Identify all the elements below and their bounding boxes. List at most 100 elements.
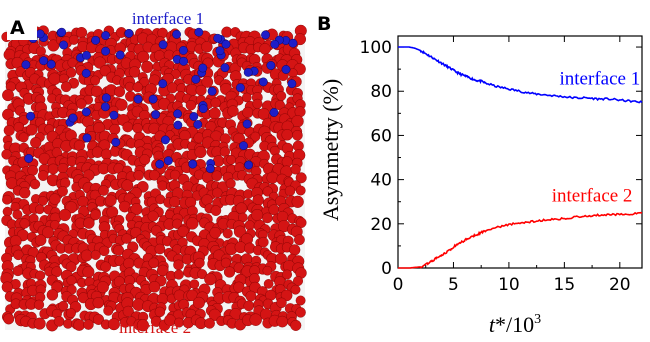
bead-minor	[24, 154, 34, 163]
bead	[257, 236, 269, 248]
plot-frame	[397, 35, 643, 269]
bead	[35, 204, 45, 215]
bead	[295, 295, 306, 306]
y-tick-label: 80	[370, 82, 392, 102]
bead	[98, 245, 110, 257]
bead	[121, 233, 132, 244]
y-tick-label: 100	[360, 38, 392, 58]
bead	[98, 185, 109, 196]
bead	[29, 179, 41, 190]
bead	[18, 132, 29, 143]
bead	[2, 89, 14, 102]
x-tick-label: 15	[554, 275, 576, 295]
bead	[223, 266, 236, 278]
bead	[123, 257, 135, 270]
x-tick-label: 10	[498, 275, 520, 295]
bead	[252, 98, 263, 109]
bead	[109, 123, 121, 135]
bead	[60, 81, 72, 93]
bead-minor	[151, 110, 161, 120]
label-a-box	[7, 10, 37, 40]
bead	[128, 66, 141, 78]
bead	[148, 280, 161, 293]
y-tick-label: 40	[370, 171, 392, 191]
bead-minor	[270, 39, 280, 49]
bead	[276, 91, 287, 101]
bead	[201, 76, 214, 88]
bead	[173, 269, 184, 280]
bead-minor	[288, 38, 298, 48]
bead-minor	[115, 50, 125, 60]
bead	[251, 208, 264, 221]
bead	[93, 56, 106, 69]
bead	[290, 284, 301, 295]
bead	[292, 129, 303, 141]
bead	[132, 122, 143, 134]
bead	[33, 299, 45, 310]
bead	[114, 86, 126, 98]
bead	[53, 316, 65, 327]
bead	[281, 156, 293, 168]
bead-minor	[221, 39, 231, 49]
bead	[77, 195, 89, 208]
bead-minor	[111, 137, 121, 147]
bead	[157, 180, 168, 191]
bead-minor	[101, 31, 111, 40]
bead	[242, 106, 254, 119]
bead	[33, 317, 46, 330]
x-axis-label-var: t	[489, 312, 496, 337]
bead	[47, 163, 59, 175]
bead	[115, 98, 128, 111]
bead	[154, 306, 166, 318]
bead	[136, 319, 150, 332]
bead	[90, 75, 101, 86]
bead-minor	[101, 46, 111, 56]
bead	[25, 123, 38, 136]
bead	[48, 72, 61, 86]
bead	[122, 305, 134, 318]
bead	[244, 220, 255, 231]
bead-minor	[235, 83, 245, 93]
bead-minor	[281, 65, 291, 74]
bead-minor	[124, 29, 134, 38]
bead	[19, 187, 31, 199]
bead	[290, 319, 302, 331]
bead-minor	[82, 133, 92, 143]
bead	[194, 146, 207, 159]
bead	[65, 67, 77, 78]
bead	[75, 26, 88, 39]
bead	[132, 82, 143, 93]
bead-minor	[148, 94, 158, 104]
bead	[154, 243, 166, 255]
bead-minor	[35, 29, 45, 39]
bead	[35, 270, 46, 281]
bead-minor	[207, 86, 217, 96]
bead	[58, 300, 69, 311]
bead-minor	[258, 77, 268, 87]
bead-minor	[198, 63, 208, 73]
bead	[141, 60, 154, 74]
bead-minor	[173, 120, 183, 130]
y-tick-label: 0	[381, 259, 392, 279]
bead	[204, 318, 215, 329]
bead	[92, 313, 104, 325]
bead	[194, 257, 205, 269]
bead	[295, 172, 307, 184]
x-axis-label-sup: 3	[534, 312, 541, 327]
bead-minor	[193, 120, 203, 129]
bead-minor	[163, 156, 173, 166]
bead-minor	[239, 141, 248, 151]
bead	[169, 196, 181, 208]
panel-b-label: B	[317, 13, 331, 35]
bead-minor	[155, 159, 165, 169]
bead	[73, 319, 85, 331]
bead-minor	[46, 59, 56, 69]
bead	[166, 82, 178, 94]
series-label: interface 1	[560, 69, 641, 90]
bead	[19, 218, 30, 229]
bead-minor	[220, 63, 230, 73]
bead	[225, 178, 236, 189]
bead	[290, 164, 301, 175]
bead	[241, 92, 252, 103]
bead-minor	[243, 68, 253, 77]
